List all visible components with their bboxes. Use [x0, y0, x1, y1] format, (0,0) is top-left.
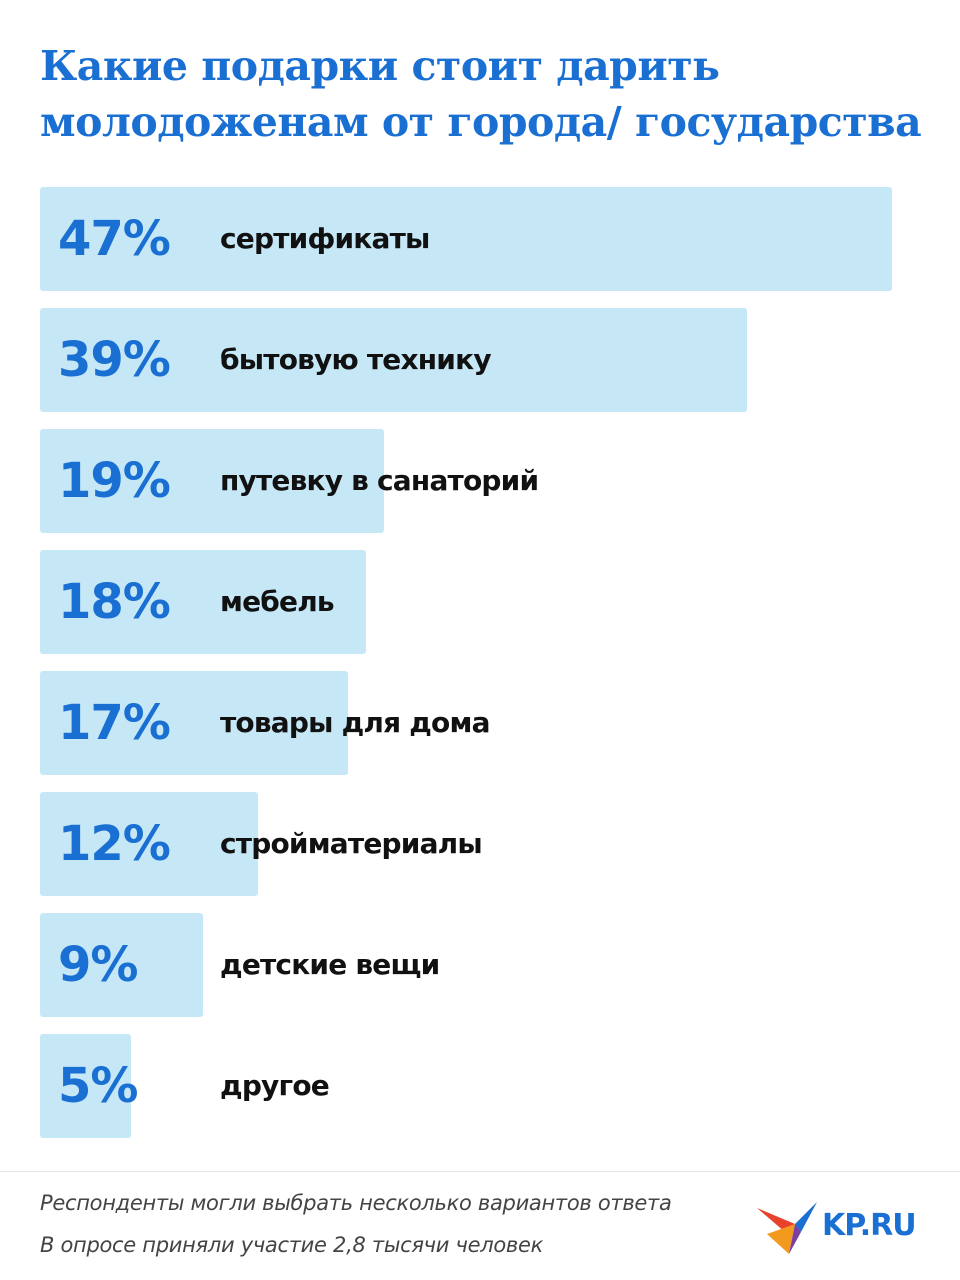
chart-title: Какие подарки стоит дарить молодоженам о… — [40, 38, 922, 150]
value-label: 39% — [58, 332, 171, 388]
category-label: товары для дома — [220, 706, 490, 739]
value-label: 17% — [58, 695, 171, 751]
bar — [40, 671, 349, 775]
category-label: мебель — [220, 585, 335, 618]
bar — [40, 429, 385, 533]
title-line: молодоженам от города/ государства — [40, 98, 922, 146]
category-label: путевку в санаторий — [220, 464, 539, 497]
separator — [0, 1171, 960, 1172]
category-label: стройматериалы — [220, 827, 483, 860]
category-label: сертификаты — [220, 222, 430, 255]
category-label: детские вещи — [220, 948, 440, 981]
value-label: 12% — [58, 816, 171, 872]
logo-text: KP.RU — [822, 1208, 917, 1243]
category-label: другое — [220, 1069, 330, 1102]
bar — [40, 187, 892, 291]
value-label: 18% — [58, 574, 171, 630]
footnote: В опросе приняли участие 2,8 тысячи чело… — [40, 1233, 543, 1257]
bar — [40, 913, 204, 1017]
footnote: Респонденты могли выбрать несколько вари… — [40, 1191, 672, 1215]
bar — [40, 308, 747, 412]
value-label: 47% — [58, 211, 171, 267]
value-label: 19% — [58, 453, 171, 509]
logo-icon — [757, 1202, 817, 1254]
bar — [40, 550, 367, 654]
title-line: Какие подарки стоит дарить — [40, 42, 720, 90]
category-label: бытовую технику — [220, 343, 492, 376]
bar — [40, 792, 258, 896]
value-label: 9% — [58, 937, 138, 993]
value-label: 5% — [58, 1058, 138, 1114]
bar — [40, 1034, 131, 1138]
